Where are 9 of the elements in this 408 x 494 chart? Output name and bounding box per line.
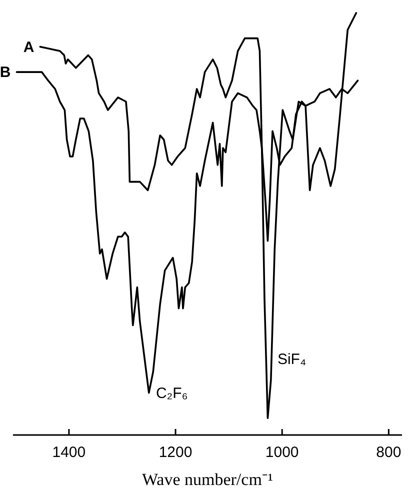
annotation: SiF₄ [277,351,306,368]
series-label: B [0,64,11,82]
x-tick-label: 1400 [52,444,86,461]
series-label: A [23,38,34,56]
annotation: C₂F₆ [156,384,188,402]
x-axis-title: Wave number/cm⁻¹ [142,470,274,489]
x-tick-label: 1000 [265,444,299,461]
x-tick-label: 1200 [158,444,192,461]
x-tick-label: 800 [376,444,402,461]
